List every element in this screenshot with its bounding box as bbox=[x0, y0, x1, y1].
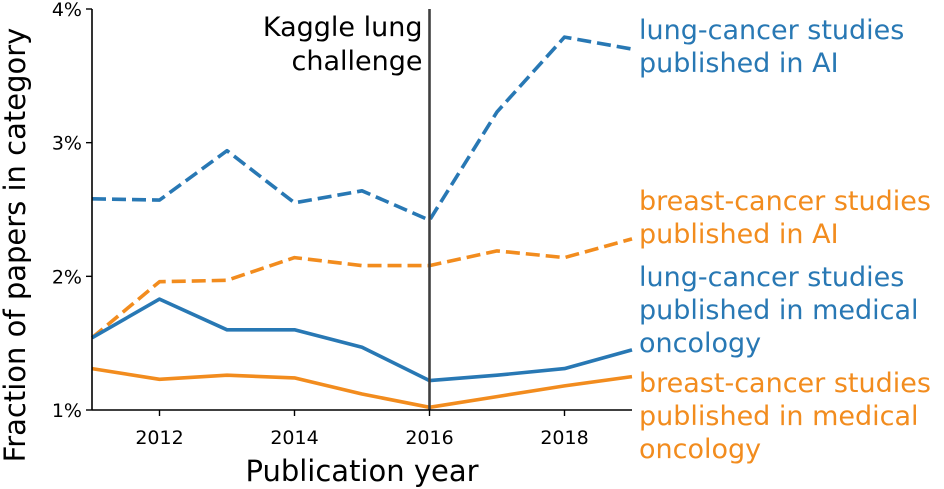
y-tick-label: 4% bbox=[52, 0, 82, 21]
legend-label-3-line-3: oncology bbox=[639, 328, 761, 359]
legend-label-4-line-1: breast-cancer studies bbox=[639, 368, 931, 399]
legend-label-2-line-1: breast-cancer studies bbox=[639, 186, 931, 217]
series-line-2 bbox=[90, 237, 633, 340]
x-axis-title: Publication year bbox=[245, 454, 478, 488]
legend-label-3-line-2: published in medical bbox=[639, 295, 919, 326]
legend-label-4-line-3: oncology bbox=[639, 434, 761, 465]
y-tick-label: 3% bbox=[52, 133, 82, 155]
x-tick-label: 2014 bbox=[270, 427, 318, 449]
tick-layer: 2012 2014 2016 2018 1% 2% 3% 4% bbox=[52, 0, 589, 449]
y-tick-label: 2% bbox=[52, 266, 82, 288]
series-layer bbox=[90, 35, 633, 410]
x-tick-label: 2018 bbox=[540, 427, 588, 449]
x-tick-label: 2012 bbox=[135, 427, 183, 449]
legend-label-4-line-2: published in medical bbox=[639, 401, 919, 432]
series-line-3 bbox=[91, 297, 633, 383]
legend-label-2-line-2: published in AI bbox=[639, 219, 839, 250]
annotation-text-line-2: challenge bbox=[292, 46, 423, 77]
x-tick-label: 2016 bbox=[405, 427, 453, 449]
legend-label-1-line-2: published in AI bbox=[639, 48, 839, 79]
legend-label-1-line-1: lung-cancer studies bbox=[639, 15, 904, 46]
series-line-4 bbox=[91, 366, 633, 410]
series-line-1 bbox=[91, 35, 633, 222]
y-axis-title: Fraction of papers in category bbox=[0, 28, 32, 463]
annotation-text-line-1: Kaggle lung bbox=[263, 12, 423, 43]
legend-label-3-line-1: lung-cancer studies bbox=[639, 262, 904, 293]
y-tick-label: 1% bbox=[52, 400, 82, 422]
